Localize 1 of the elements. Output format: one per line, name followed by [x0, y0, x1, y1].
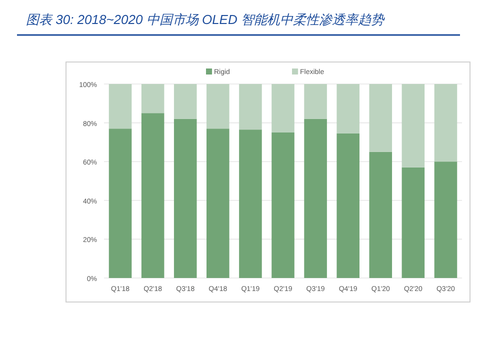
title: 图表 30: 2018~2020 中国市场 OLED 智能机中柔性渗透率趋势 [26, 12, 384, 27]
